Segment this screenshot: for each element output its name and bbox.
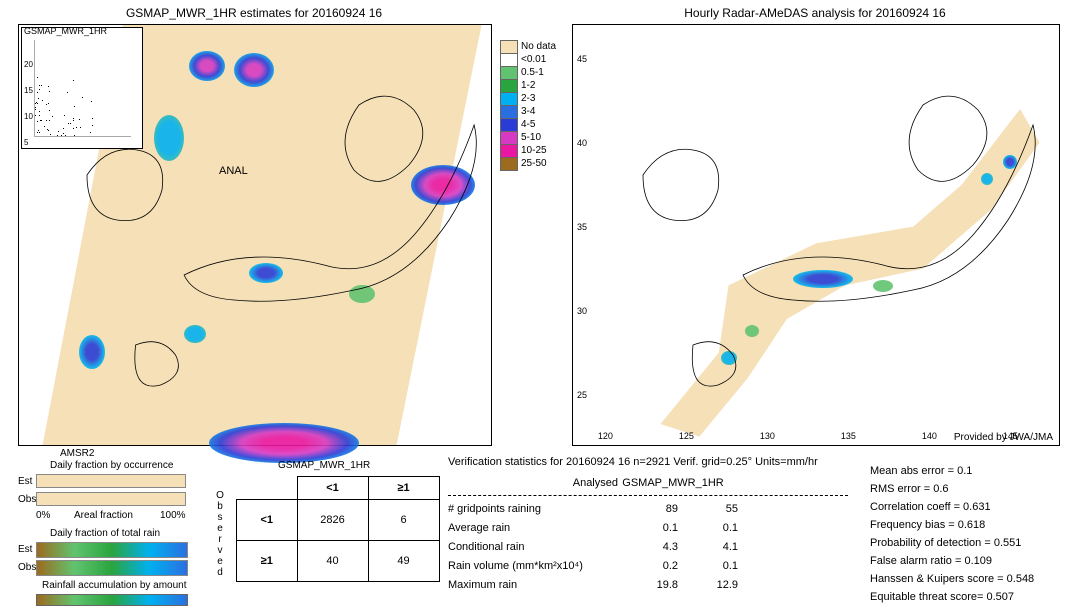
ct-observed-label: Observed bbox=[214, 490, 226, 578]
credit-label: Provided by JWA/JMA bbox=[954, 432, 1053, 443]
accum-title: Rainfall accumulation by amount bbox=[42, 580, 187, 591]
legend-label: No data bbox=[521, 41, 556, 53]
legend-label: 4-5 bbox=[521, 119, 535, 131]
areal-x0: 0% bbox=[36, 510, 50, 521]
areal-x1: 100% bbox=[160, 510, 186, 521]
ct-header: GSMAP_MWR_1HR bbox=[278, 460, 370, 471]
obs-label-2: Obs bbox=[18, 562, 36, 573]
legend-label: 2-3 bbox=[521, 93, 535, 105]
legend-label: 5-10 bbox=[521, 132, 541, 144]
left-map: GSMAP_MWR_1HR5101520 ANAL bbox=[18, 24, 492, 446]
legend-label: 3-4 bbox=[521, 106, 535, 118]
obs-label-1: Obs bbox=[18, 494, 36, 505]
obs-totalrain-bar bbox=[36, 560, 188, 576]
legend-label: 10-25 bbox=[521, 145, 547, 157]
anal-label: ANAL bbox=[219, 165, 248, 177]
score-line: RMS error = 0.6 bbox=[870, 480, 1034, 498]
right-map: 1201251301351401452530354045Provided by … bbox=[572, 24, 1060, 446]
sensor-label: AMSR2 bbox=[60, 448, 94, 459]
verif-title: Verification statistics for 20160924 16 … bbox=[448, 456, 818, 468]
legend-label: 0.5-1 bbox=[521, 67, 544, 79]
left-map-title: GSMAP_MWR_1HR estimates for 20160924 16 bbox=[18, 6, 490, 20]
occurrence-title: Daily fraction by occurrence bbox=[50, 460, 173, 471]
score-line: Hanssen & Kuipers score = 0.548 bbox=[870, 570, 1034, 588]
legend-label: <0.01 bbox=[521, 54, 546, 66]
score-line: False alarm ratio = 0.109 bbox=[870, 552, 1034, 570]
areal-axis: Areal fraction bbox=[74, 510, 133, 521]
est-label-1: Est bbox=[18, 476, 32, 487]
est-occurrence-bar bbox=[36, 474, 186, 488]
verif-rows: # gridpoints raining8955Average rain0.10… bbox=[448, 500, 738, 595]
legend-label: 1-2 bbox=[521, 80, 535, 92]
score-line: Correlation coeff = 0.631 bbox=[870, 498, 1034, 516]
contingency-table: <1≥1<128266≥14049 bbox=[236, 476, 440, 582]
obs-occurrence-bar bbox=[36, 492, 186, 506]
score-line: Equitable threat score= 0.507 bbox=[870, 588, 1034, 606]
right-map-title: Hourly Radar-AMeDAS analysis for 2016092… bbox=[572, 6, 1058, 20]
score-line: Probability of detection = 0.551 bbox=[870, 534, 1034, 552]
score-line: Frequency bias = 0.618 bbox=[870, 516, 1034, 534]
score-line: Mean abs error = 0.1 bbox=[870, 462, 1034, 480]
est-label-2: Est bbox=[18, 544, 32, 555]
legend-label: 25-50 bbox=[521, 158, 547, 170]
scatter-inset: GSMAP_MWR_1HR5101520 bbox=[21, 27, 143, 149]
est-totalrain-bar bbox=[36, 542, 188, 558]
totalrain-title: Daily fraction of total rain bbox=[50, 528, 160, 539]
skill-scores: Mean abs error = 0.1RMS error = 0.6Corre… bbox=[870, 462, 1034, 606]
accum-key bbox=[36, 594, 188, 606]
colorbar-legend: No data<0.010.5-11-22-33-44-55-1010-2525… bbox=[500, 40, 556, 170]
verif-columns: AnalysedGSMAP_MWR_1HR bbox=[448, 474, 848, 496]
